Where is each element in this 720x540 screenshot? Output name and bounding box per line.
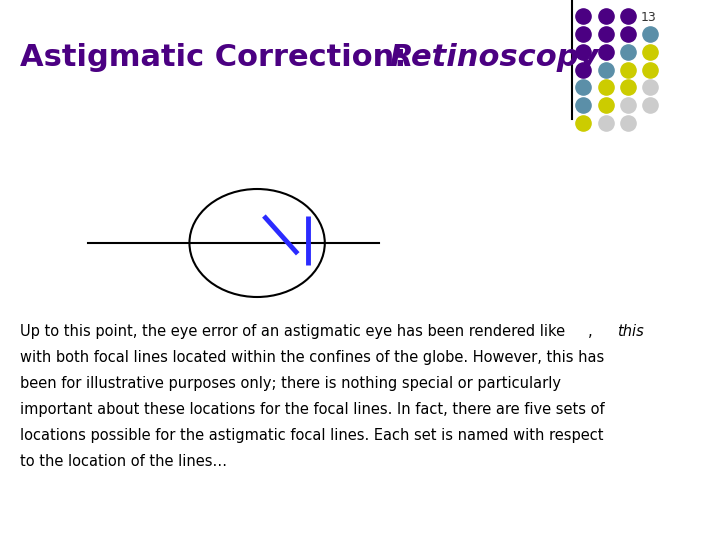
Text: Astigmatic Correction:: Astigmatic Correction:: [20, 43, 418, 72]
Text: been for illustrative purposes only; there is nothing special or particularly: been for illustrative purposes only; the…: [20, 376, 562, 391]
Point: [600, 119, 611, 127]
Text: 13: 13: [641, 11, 657, 24]
Text: ,: ,: [588, 324, 593, 339]
Text: important about these locations for the focal lines. In fact, there are five set: important about these locations for the …: [20, 402, 605, 417]
Point: [622, 83, 634, 92]
Point: [644, 65, 656, 74]
Point: [600, 83, 611, 92]
Point: [644, 30, 656, 38]
Point: [577, 83, 589, 92]
Point: [577, 119, 589, 127]
Point: [622, 48, 634, 56]
Point: [622, 30, 634, 38]
Point: [577, 48, 589, 56]
Point: [577, 65, 589, 74]
Point: [644, 83, 656, 92]
Point: [622, 12, 634, 21]
Point: [600, 30, 611, 38]
Text: Retinoscopy: Retinoscopy: [389, 43, 598, 72]
Point: [577, 30, 589, 38]
Point: [622, 65, 634, 74]
Point: [600, 65, 611, 74]
Point: [622, 119, 634, 127]
Text: to the location of the lines…: to the location of the lines…: [20, 454, 228, 469]
Point: [577, 101, 589, 110]
Point: [600, 101, 611, 110]
Point: [600, 48, 611, 56]
Point: [644, 101, 656, 110]
Text: Up to this point, the eye error of an astigmatic eye has been rendered like: Up to this point, the eye error of an as…: [20, 324, 570, 339]
Point: [644, 48, 656, 56]
Point: [577, 12, 589, 21]
Point: [600, 12, 611, 21]
Text: this: this: [617, 324, 644, 339]
Point: [622, 101, 634, 110]
Text: locations possible for the astigmatic focal lines. Each set is named with respec: locations possible for the astigmatic fo…: [20, 428, 604, 443]
Text: with both focal lines located within the confines of the globe. However, this ha: with both focal lines located within the…: [20, 350, 605, 365]
